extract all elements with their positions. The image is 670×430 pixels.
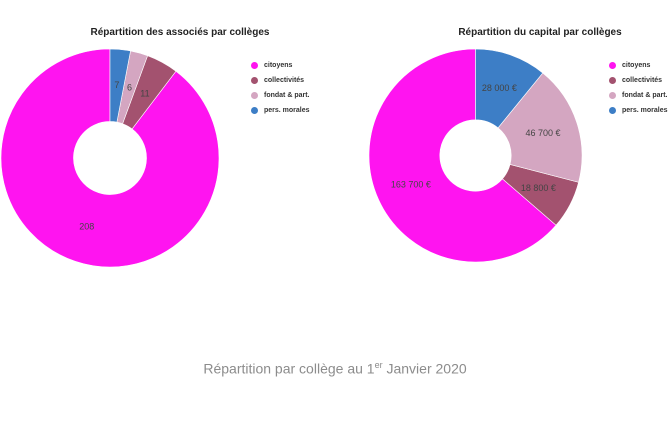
donut-slice-0 <box>0 48 220 268</box>
legend-item: fondat & part. <box>251 88 310 103</box>
donut-chart-capital: 163 700 € 18 800 € 46 700 € 28 000 € <box>368 48 583 263</box>
data-label-0: 163 700 € <box>391 179 431 189</box>
legend-label: fondat & part. <box>622 92 668 99</box>
legend-label: citoyens <box>622 62 651 69</box>
donut-slice-0 <box>368 48 557 263</box>
legend-item: citoyens <box>609 58 668 73</box>
legend-swatch <box>251 107 258 114</box>
legend-associes: citoyens collectivités fondat & part. pers.… <box>251 58 310 118</box>
legend-item: pers. morales <box>609 103 668 118</box>
legend-swatch <box>251 62 258 69</box>
data-label-1: 11 <box>140 89 149 99</box>
donut-slice-2 <box>497 72 583 183</box>
caption-text-start: Répartition par collège au 1 <box>203 360 375 377</box>
data-label-0: 208 <box>79 221 94 231</box>
caption-text-end: Janvier 2020 <box>382 360 467 377</box>
legend-swatch <box>609 107 616 114</box>
legend-label: pers. morales <box>622 107 668 114</box>
legend-swatch <box>609 77 616 84</box>
data-label-3: 7 <box>114 80 119 90</box>
data-label-2: 46 700 € <box>526 128 561 138</box>
legend-item: pers. morales <box>251 103 310 118</box>
legend-swatch <box>251 92 258 99</box>
donut-slice-3 <box>109 48 131 123</box>
legend-capital: citoyens collectivités fondat & part. pers.… <box>609 58 668 118</box>
donut-chart-associes: 208 11 67 <box>0 48 220 268</box>
donut-slice-3 <box>475 48 544 129</box>
data-label-2: 6 <box>127 82 132 92</box>
legend-swatch <box>609 92 616 99</box>
legend-swatch <box>251 77 258 84</box>
legend-item: collectivités <box>609 73 668 88</box>
legend-label: collectivités <box>264 77 305 84</box>
data-label-1: 18 800 € <box>521 183 556 193</box>
legend-item: citoyens <box>251 58 310 73</box>
data-label-3: 28 000 € <box>482 83 517 93</box>
legend-swatch <box>609 62 616 69</box>
chart-title-capital: Répartition du capital par collèges <box>458 27 622 38</box>
legend-label: collectivités <box>622 77 663 84</box>
legend-item: collectivités <box>251 73 310 88</box>
legend-label: citoyens <box>264 62 293 69</box>
caption-superscript: er <box>374 360 383 370</box>
legend-item: fondat & part. <box>609 88 668 103</box>
legend-label: fondat & part. <box>264 92 310 99</box>
figure-caption: Répartition par collège au 1er Janvier 2… <box>0 360 670 377</box>
chart-title-associes: Répartition des associés par collèges <box>90 27 270 38</box>
legend-label: pers. morales <box>264 107 310 114</box>
